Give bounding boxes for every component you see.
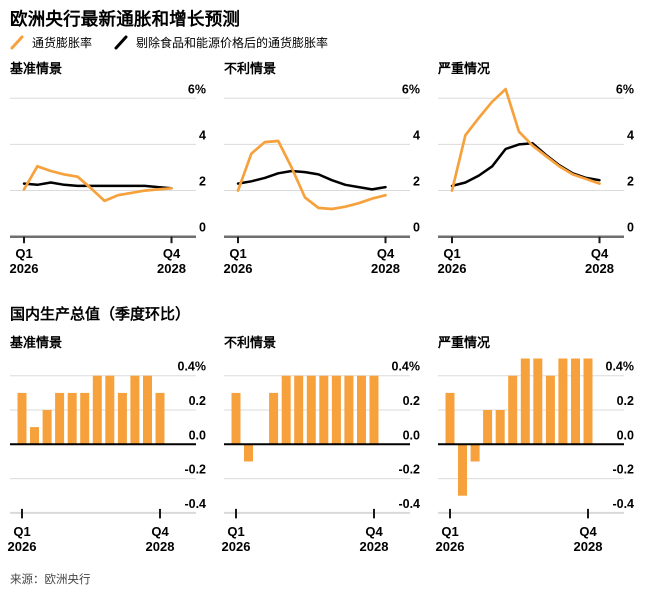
chart-panel-gdp-baseline: 基准情景 0.4% 0.2 0.0 -0.2 -0.4 Q1 2026 Q4 2028 (0, 332, 225, 558)
svg-text:2026: 2026 (438, 261, 467, 276)
svg-text:2028: 2028 (360, 539, 389, 554)
svg-text:2028: 2028 (585, 261, 614, 276)
svg-text:0.2: 0.2 (403, 394, 420, 408)
svg-text:2: 2 (413, 175, 420, 189)
chart-panel-gdp-severe: 严重情况 0.4% 0.2 0.0 -0.2 -0.4 Q1 2026 Q4 2028 (428, 332, 653, 558)
svg-text:Q1: Q1 (15, 246, 32, 261)
svg-text:Q4: Q4 (579, 524, 597, 539)
svg-text:0.4%: 0.4% (606, 360, 635, 374)
svg-text:Q1: Q1 (227, 524, 244, 539)
legend-label-core-inflation: 剔除食品和能源价格后的通货膨胀率 (136, 36, 329, 50)
svg-text:Q1: Q1 (441, 524, 458, 539)
gdp-section-title: 国内生产总值（季度环比） (10, 306, 191, 323)
svg-text:0: 0 (199, 221, 206, 235)
svg-text:6%: 6% (616, 82, 634, 96)
svg-text:0.0: 0.0 (403, 428, 420, 442)
legend-item-inflation: 通货膨胀率 (10, 34, 92, 51)
svg-text:6%: 6% (402, 82, 420, 96)
svg-text:-0.2: -0.2 (184, 463, 206, 477)
svg-text:Q4: Q4 (163, 246, 181, 261)
svg-text:4: 4 (627, 128, 634, 142)
svg-text:-0.2: -0.2 (612, 463, 634, 477)
svg-text:2026: 2026 (10, 261, 39, 276)
svg-text:-0.4: -0.4 (184, 497, 206, 511)
panel-title: 不利情景 (224, 335, 277, 350)
svg-text:0.2: 0.2 (189, 394, 206, 408)
svg-text:2026: 2026 (436, 539, 465, 554)
legend-label-inflation: 通货膨胀率 (32, 36, 93, 50)
svg-text:Q4: Q4 (591, 246, 609, 261)
svg-text:0.4%: 0.4% (178, 360, 207, 374)
svg-text:Q4: Q4 (365, 524, 383, 539)
svg-text:0: 0 (627, 221, 634, 235)
source-note: 来源：欧洲央行 (10, 574, 91, 586)
svg-text:2: 2 (627, 175, 634, 189)
svg-text:2: 2 (199, 175, 206, 189)
panel-title: 基准情景 (10, 61, 63, 76)
svg-text:0.0: 0.0 (617, 428, 634, 442)
core-inflation-line-icon (114, 35, 129, 50)
svg-text:4: 4 (413, 128, 420, 142)
svg-text:0.2: 0.2 (617, 394, 634, 408)
svg-text:2026: 2026 (8, 539, 37, 554)
svg-text:Q1: Q1 (229, 246, 246, 261)
chart-panel-inflation-adverse: 不利情景 6% 4 2 0 Q1 2026 Q4 2028 (214, 58, 439, 308)
svg-text:2028: 2028 (146, 539, 175, 554)
svg-text:2028: 2028 (371, 261, 400, 276)
svg-text:2026: 2026 (224, 261, 253, 276)
svg-text:Q4: Q4 (151, 524, 169, 539)
chart-panel-gdp-adverse: 不利情景 0.4% 0.2 0.0 -0.2 -0.4 Q1 2026 Q4 2028 (214, 332, 439, 558)
svg-text:-0.2: -0.2 (398, 463, 420, 477)
chart-panel-inflation-severe: 严重情况 6% 4 2 0 Q1 2026 Q4 2028 (428, 58, 653, 308)
svg-text:Q4: Q4 (377, 246, 395, 261)
panel-title: 严重情况 (438, 61, 491, 76)
page-title: 欧洲央行最新通胀和增长预测 (10, 9, 241, 29)
svg-text:4: 4 (199, 128, 206, 142)
svg-text:-0.4: -0.4 (398, 497, 420, 511)
svg-text:2028: 2028 (157, 261, 186, 276)
inflation-line-icon (10, 35, 25, 50)
svg-text:0.0: 0.0 (189, 428, 206, 442)
panel-title: 不利情景 (224, 61, 277, 76)
svg-text:Q1: Q1 (443, 246, 460, 261)
svg-text:-0.4: -0.4 (612, 497, 634, 511)
svg-text:2028: 2028 (574, 539, 603, 554)
panel-title: 严重情况 (438, 335, 491, 350)
svg-text:2026: 2026 (222, 539, 251, 554)
panel-title: 基准情景 (10, 335, 63, 350)
svg-text:0: 0 (413, 221, 420, 235)
svg-text:0.4%: 0.4% (392, 360, 421, 374)
chart-legend: 通货膨胀率 剔除食品和能源价格后的通货膨胀率 (10, 34, 328, 51)
chart-panel-inflation-baseline: 基准情景 6% 4 2 0 Q1 2026 Q4 2028 (0, 58, 225, 308)
legend-item-core-inflation: 剔除食品和能源价格后的通货膨胀率 (114, 34, 328, 51)
svg-text:6%: 6% (188, 82, 206, 96)
svg-text:Q1: Q1 (13, 524, 30, 539)
